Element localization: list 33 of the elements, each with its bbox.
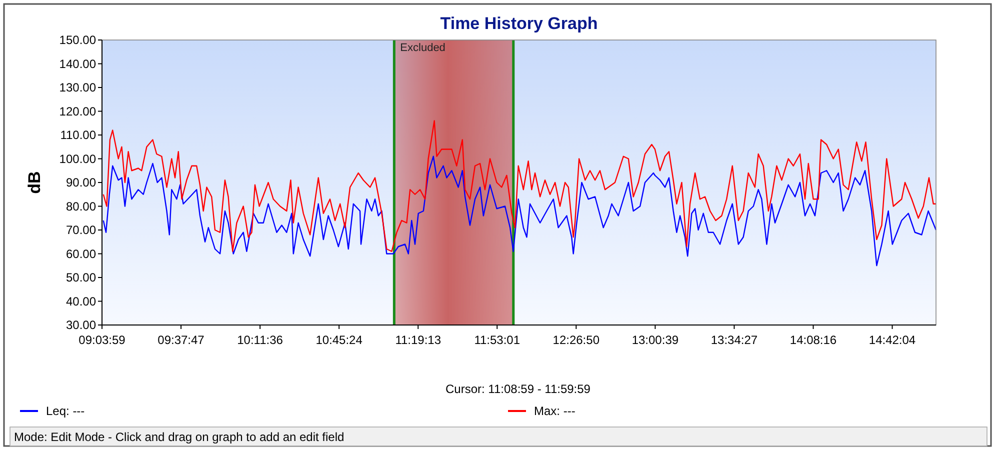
y-tick-label: 150.00 (59, 33, 96, 47)
y-tick-label: 40.00 (66, 294, 96, 308)
y-tick-label: 120.00 (59, 104, 96, 118)
x-tick-label: 13:34:27 (710, 333, 758, 347)
y-axis-title: dB (25, 171, 44, 194)
line-series (102, 120, 937, 252)
x-tick-label: 14:08:16 (790, 333, 837, 347)
x-tick-label: 09:03:59 (78, 333, 126, 347)
y-tick-label: 70.00 (66, 223, 96, 237)
band-label: Excluded (400, 42, 446, 54)
x-tick-label: 10:45:24 (316, 333, 363, 347)
legend-label: Leq: --- (46, 404, 85, 418)
chart-title: Time History Graph (440, 14, 598, 33)
text: Cursor: 11:08:59 - 11:59:59 (446, 382, 591, 396)
line-series (102, 156, 937, 266)
x-tick-label: 11:19:13 (395, 333, 442, 347)
y-tick-label: 90.00 (66, 176, 96, 190)
x-tick-label: 09:37:47 (158, 333, 205, 347)
y-tick-label: 30.00 (66, 318, 96, 332)
y-tick-label: 130.00 (59, 80, 96, 94)
y-tick-label: 50.00 (66, 270, 96, 284)
x-tick-label: 12:26:50 (552, 333, 600, 347)
x-tick-label: 11:53:01 (474, 333, 520, 347)
x-tick-label: 14:42:04 (868, 333, 916, 347)
y-tick-label: 60.00 (66, 246, 96, 261)
x-tick-label: 10:11:36 (237, 333, 284, 347)
y-tick-label: 140.00 (59, 56, 96, 71)
x-tick-label: 13:00:39 (632, 333, 679, 347)
text: Mode: Edit Mode - Click and drag on graph to add an edit field (14, 430, 344, 444)
y-tick-label: 80.00 (66, 199, 96, 214)
y-tick-label: 110.00 (60, 128, 96, 142)
y-tick-label: 100.00 (59, 152, 96, 166)
legend-label: Max: --- (534, 404, 576, 418)
